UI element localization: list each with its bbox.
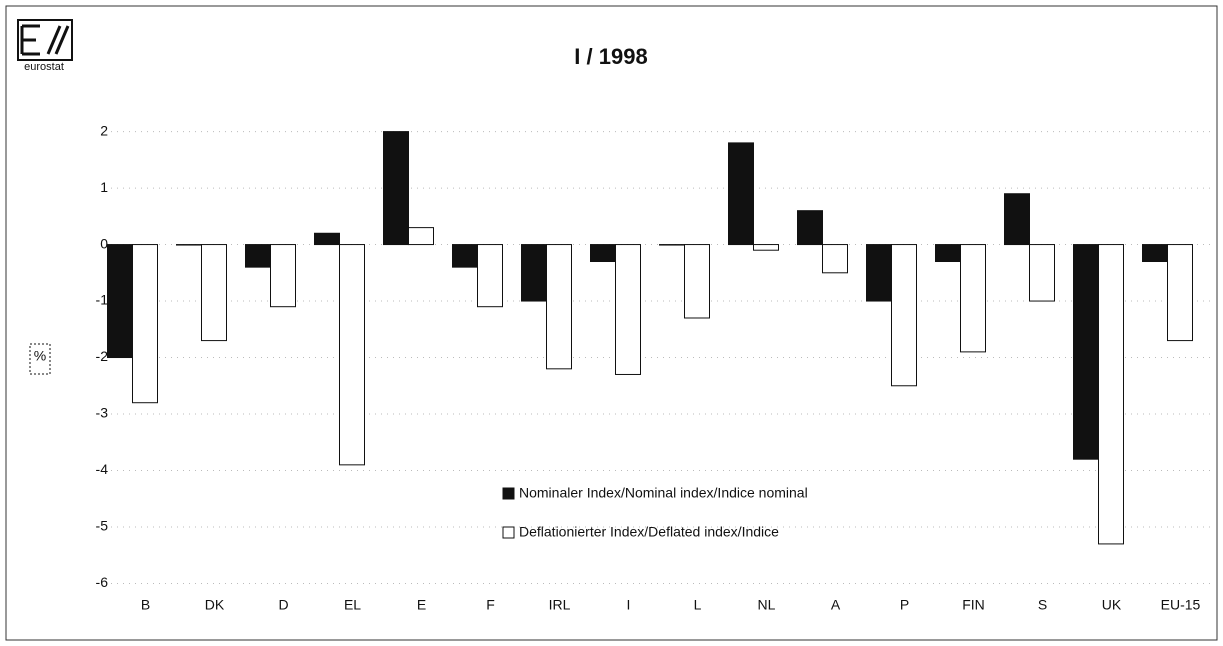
bar xyxy=(132,244,158,404)
legend-swatch xyxy=(502,487,515,500)
bar xyxy=(270,244,296,308)
x-tick-label: L xyxy=(694,597,702,613)
bar xyxy=(1073,244,1099,460)
legend-label: Nominaler Index/Nominal index/Indice nom… xyxy=(519,485,808,501)
bar xyxy=(1004,193,1030,246)
bar xyxy=(201,244,227,342)
y-label-box xyxy=(29,343,51,375)
bar xyxy=(477,244,503,308)
x-tick-label: A xyxy=(831,597,841,613)
bar xyxy=(408,227,434,246)
bar xyxy=(176,244,202,246)
y-tick-label: -2 xyxy=(96,348,109,364)
x-tick-label: F xyxy=(486,597,495,613)
bar xyxy=(684,244,710,319)
bar xyxy=(546,244,572,370)
y-tick-label: -4 xyxy=(96,461,109,477)
bar xyxy=(1167,244,1193,342)
x-tick-label: S xyxy=(1038,597,1047,613)
logo-icon xyxy=(17,19,73,61)
bar xyxy=(728,142,754,246)
bar xyxy=(107,244,133,359)
y-tick-label: -5 xyxy=(96,518,109,534)
x-tick-label: NL xyxy=(758,597,776,613)
frame xyxy=(5,5,1218,641)
y-tick-label: 1 xyxy=(100,179,108,195)
bar xyxy=(659,244,685,246)
bar xyxy=(891,244,917,387)
bar xyxy=(753,244,779,251)
y-tick-label: -6 xyxy=(96,574,109,590)
bar xyxy=(339,244,365,466)
x-tick-label: P xyxy=(900,597,909,613)
x-tick-label: IRL xyxy=(549,597,571,613)
x-tick-label: EU-15 xyxy=(1161,597,1201,613)
bar xyxy=(383,131,409,246)
y-tick-label: 2 xyxy=(100,122,108,138)
x-tick-label: EL xyxy=(344,597,361,613)
bar xyxy=(1098,244,1124,545)
y-tick-label: -3 xyxy=(96,405,109,421)
logo-text: eurostat xyxy=(24,61,64,73)
x-tick-label: D xyxy=(278,597,288,613)
bar xyxy=(1029,244,1055,302)
x-tick-label: DK xyxy=(205,597,225,613)
x-tick-label: B xyxy=(141,597,150,613)
x-tick-label: I xyxy=(627,597,631,613)
bar xyxy=(866,244,892,302)
y-tick-label: 0 xyxy=(100,235,108,251)
bar xyxy=(822,244,848,274)
bar xyxy=(590,244,616,263)
bar xyxy=(452,244,478,268)
x-tick-label: UK xyxy=(1102,597,1122,613)
chart-title: I / 1998 xyxy=(574,44,647,69)
bar xyxy=(521,244,547,302)
legend-swatch xyxy=(502,526,515,539)
bar xyxy=(797,210,823,246)
bar xyxy=(615,244,641,375)
bar xyxy=(960,244,986,353)
y-tick-label: -1 xyxy=(96,292,109,308)
x-tick-label: FIN xyxy=(962,597,985,613)
bar xyxy=(245,244,271,268)
bar xyxy=(935,244,961,263)
bar xyxy=(1142,244,1168,263)
x-tick-label: E xyxy=(417,597,426,613)
legend-label: Deflationierter Index/Deflated index/Ind… xyxy=(519,524,779,540)
bar xyxy=(314,232,340,246)
y-axis-label: % xyxy=(34,348,46,364)
